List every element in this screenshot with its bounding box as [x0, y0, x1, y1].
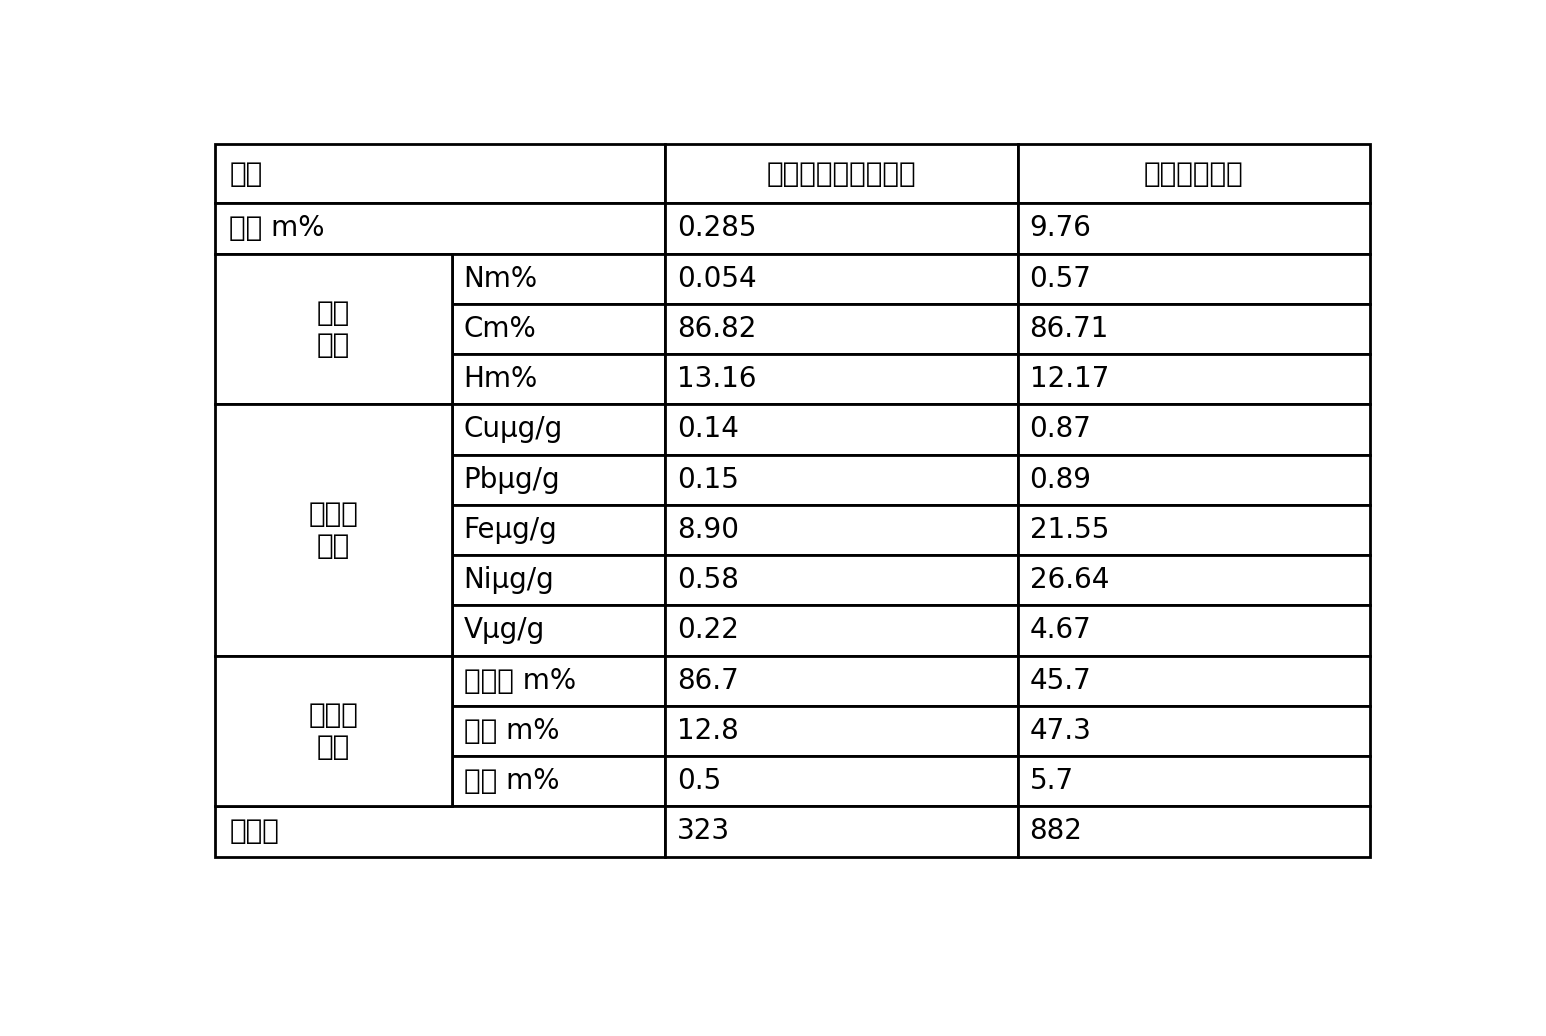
Text: 残炭 m%: 残炭 m%: [229, 214, 325, 242]
Text: 13.16: 13.16: [677, 366, 756, 394]
Text: 0.22: 0.22: [677, 616, 739, 644]
Text: 8.90: 8.90: [677, 516, 739, 544]
Bar: [451, 605, 665, 656]
Bar: [451, 756, 665, 806]
Text: 47.3: 47.3: [1030, 717, 1091, 745]
Text: Nm%: Nm%: [464, 264, 538, 293]
Bar: [1017, 203, 1370, 254]
Bar: [665, 806, 1017, 857]
Bar: [1017, 555, 1370, 605]
Bar: [1017, 656, 1370, 706]
Text: 882: 882: [1030, 817, 1082, 845]
Text: 0.15: 0.15: [677, 466, 739, 494]
Text: Cuμg/g: Cuμg/g: [464, 415, 563, 443]
Text: 0.57: 0.57: [1030, 264, 1091, 293]
Bar: [215, 144, 665, 203]
Bar: [215, 254, 451, 404]
Bar: [451, 254, 665, 304]
Bar: [451, 706, 665, 756]
Bar: [1017, 505, 1370, 555]
Bar: [665, 656, 1017, 706]
Text: 分子量: 分子量: [229, 817, 280, 845]
Bar: [665, 404, 1017, 455]
Text: 芳烃 m%: 芳烃 m%: [464, 717, 560, 745]
Text: Pbμg/g: Pbμg/g: [464, 466, 560, 494]
Bar: [215, 203, 665, 254]
Bar: [215, 404, 451, 656]
Text: 45.7: 45.7: [1030, 667, 1091, 695]
Bar: [451, 354, 665, 404]
Bar: [215, 806, 665, 857]
Bar: [665, 706, 1017, 756]
Text: 21.55: 21.55: [1030, 516, 1108, 544]
Text: 项目: 项目: [229, 160, 263, 188]
Bar: [215, 656, 451, 806]
Text: 12.8: 12.8: [677, 717, 739, 745]
Text: Feμg/g: Feμg/g: [464, 516, 557, 544]
Text: 0.054: 0.054: [677, 264, 758, 293]
Text: 4.67: 4.67: [1030, 616, 1091, 644]
Text: 5.7: 5.7: [1030, 768, 1073, 796]
Bar: [451, 455, 665, 505]
Text: 新疆减压宽馏份蜡油: 新疆减压宽馏份蜡油: [767, 160, 917, 188]
Text: 323: 323: [677, 817, 730, 845]
Bar: [1017, 354, 1370, 404]
Text: 12.17: 12.17: [1030, 366, 1108, 394]
Bar: [665, 354, 1017, 404]
Bar: [1017, 455, 1370, 505]
Text: Cm%: Cm%: [464, 315, 536, 343]
Text: 0.89: 0.89: [1030, 466, 1091, 494]
Bar: [1017, 756, 1370, 806]
Bar: [665, 605, 1017, 656]
Bar: [451, 505, 665, 555]
Text: 重金属
分析: 重金属 分析: [308, 499, 359, 560]
Text: Hm%: Hm%: [464, 366, 538, 394]
Bar: [451, 656, 665, 706]
Text: 元素
分析: 元素 分析: [317, 298, 349, 359]
Bar: [665, 505, 1017, 555]
Text: 9.76: 9.76: [1030, 214, 1091, 242]
Bar: [451, 304, 665, 354]
Bar: [665, 203, 1017, 254]
Text: 26.64: 26.64: [1030, 567, 1108, 595]
Text: Niμg/g: Niμg/g: [464, 567, 555, 595]
Bar: [665, 455, 1017, 505]
Text: 86.82: 86.82: [677, 315, 756, 343]
Bar: [1017, 404, 1370, 455]
Text: 0.87: 0.87: [1030, 415, 1091, 443]
Bar: [665, 304, 1017, 354]
Bar: [1017, 144, 1370, 203]
Bar: [451, 555, 665, 605]
Text: 饱和烃 m%: 饱和烃 m%: [464, 667, 575, 695]
Text: 新疆减压渣油: 新疆减压渣油: [1144, 160, 1243, 188]
Bar: [1017, 304, 1370, 354]
Text: 0.14: 0.14: [677, 415, 739, 443]
Bar: [665, 254, 1017, 304]
Bar: [1017, 806, 1370, 857]
Text: 脀质 m%: 脀质 m%: [464, 768, 560, 796]
Text: 86.7: 86.7: [677, 667, 739, 695]
Bar: [451, 404, 665, 455]
Bar: [665, 144, 1017, 203]
Text: 0.285: 0.285: [677, 214, 756, 242]
Bar: [665, 756, 1017, 806]
Bar: [1017, 605, 1370, 656]
Text: 0.5: 0.5: [677, 768, 722, 796]
Text: 0.58: 0.58: [677, 567, 739, 595]
Text: 86.71: 86.71: [1030, 315, 1108, 343]
Text: Vμg/g: Vμg/g: [464, 616, 544, 644]
Text: 族组成
分析: 族组成 分析: [308, 700, 359, 761]
Bar: [1017, 706, 1370, 756]
Bar: [665, 555, 1017, 605]
Bar: [1017, 254, 1370, 304]
